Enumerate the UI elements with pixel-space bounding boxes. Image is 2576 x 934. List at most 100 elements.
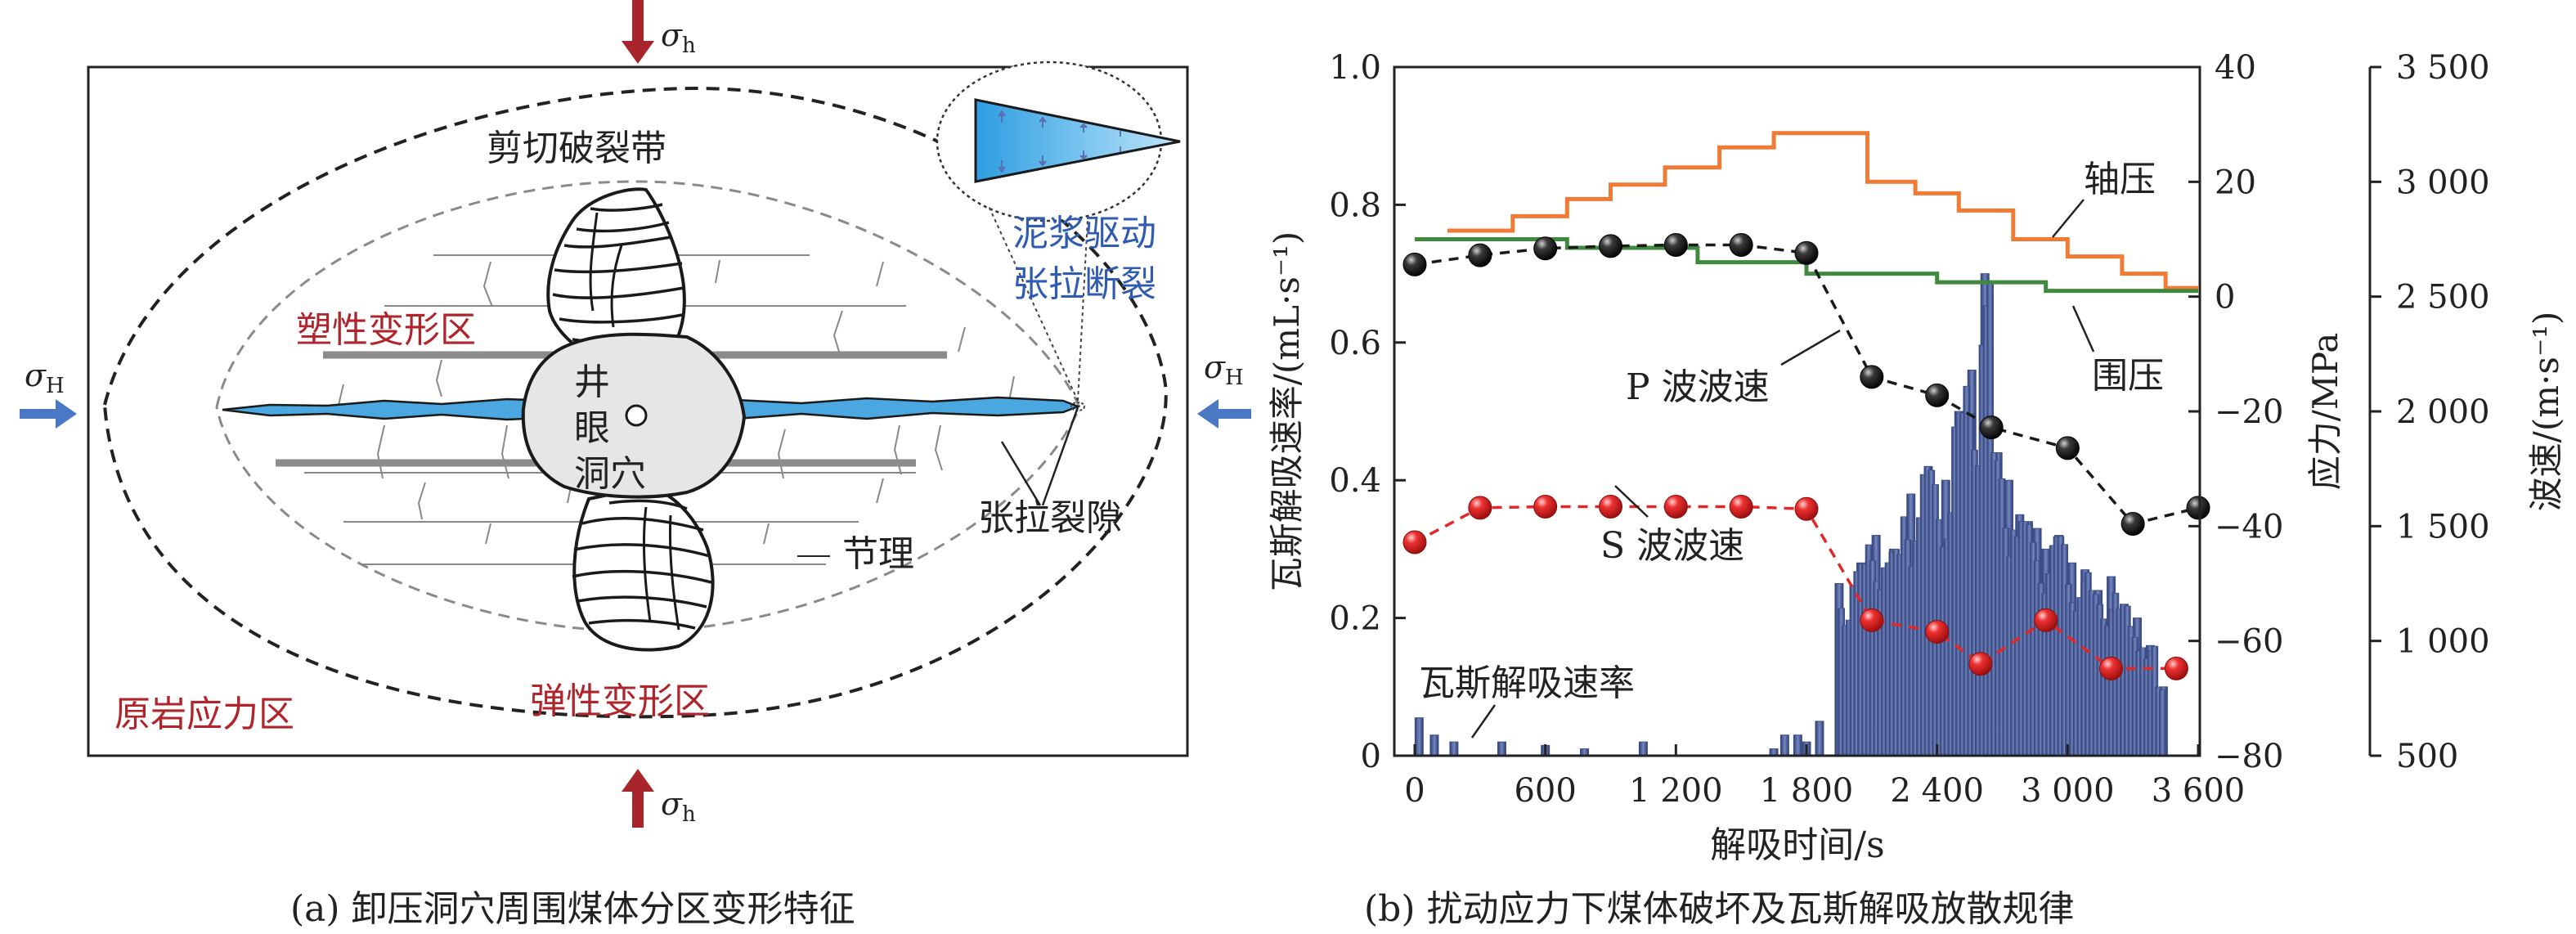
gas-bar <box>1638 741 1648 757</box>
label-original-zone: 原岩应力区 <box>114 694 294 735</box>
x-tick-label: 1 800 <box>1760 772 1854 810</box>
s-wave-point <box>1729 494 1753 519</box>
x-tick-label: 3 000 <box>2021 772 2115 810</box>
caption-panel-b: (b) 扰动应力下煤体破坏及瓦斯解吸放散规律 <box>1364 888 2075 930</box>
gas-bar <box>1779 734 1789 757</box>
p-wave-line <box>1414 243 2199 526</box>
panel-a-diagram: σh σh σH σH 剪切破裂带 塑性变形区 弹性变形区 原岩应力区 泥浆驱动… <box>20 0 1251 828</box>
y-tick-label: 1 000 <box>2396 623 2490 661</box>
y-tick-label: 2 500 <box>2396 279 2490 317</box>
s-wave-point <box>1599 494 1622 519</box>
p-wave-points <box>1402 233 2210 537</box>
gas-bar <box>1449 741 1459 757</box>
label-p-wave: P 波波速 <box>1626 366 1770 408</box>
sigma-H-arrow-right <box>1197 399 1251 429</box>
y-tick-label: −80 <box>2215 738 2283 775</box>
y-tick-label: 40 <box>2215 49 2256 87</box>
y-tick-label: 3 000 <box>2396 164 2490 201</box>
y-tick-label: 0 <box>2215 279 2235 317</box>
label-cavity-2: 眼 <box>574 407 610 449</box>
label-elastic-zone: 弹性变形区 <box>530 680 710 722</box>
gas-desorption-bars <box>1414 273 2168 757</box>
gas-bar <box>2158 689 2166 757</box>
gas-bar <box>1429 734 1439 757</box>
y-tick-label: 0.6 <box>1329 325 1381 362</box>
p-wave-point <box>1925 383 1950 407</box>
p-wave-point <box>1860 365 1884 389</box>
panel-a-frame <box>87 65 1189 757</box>
label-confining: 围压 <box>2092 355 2164 397</box>
s-wave-point <box>1794 496 1819 521</box>
label-cavity-1: 井 <box>574 361 610 403</box>
y-tick-label: 500 <box>2396 738 2458 775</box>
y-tick-label: −40 <box>2215 508 2283 546</box>
s-wave-point <box>1468 496 1492 520</box>
shear-zone-lower <box>572 484 715 652</box>
label-joint: 节理 <box>842 533 914 575</box>
p-wave-point <box>1979 415 2004 440</box>
label-sigma-H-left: σH <box>25 357 65 398</box>
velocity-axis-title: 波速/(m·s⁻¹) <box>2526 312 2566 512</box>
left-axis-title: 瓦斯解吸速率/(mL·s⁻¹) <box>1267 231 1307 592</box>
sigma-H-arrow-left <box>20 399 77 429</box>
s-wave-points <box>1402 494 2188 680</box>
borehole-center <box>625 404 648 427</box>
magnified-tip-fracture <box>974 98 1181 183</box>
y-tick-label: 0 <box>1361 738 1381 775</box>
label-mud-line2: 张拉断裂 <box>1012 263 1156 305</box>
y-tick-label: −20 <box>2215 393 2283 431</box>
p-wave-point <box>2120 512 2145 537</box>
s-wave-point <box>1860 608 1884 632</box>
gas-bar <box>1414 717 1424 757</box>
tip-force-arrows <box>998 110 1121 173</box>
label-plastic-zone: 塑性变形区 <box>296 309 476 351</box>
gas-bar <box>1815 721 1824 757</box>
y-tick-label: 1 500 <box>2396 508 2490 546</box>
label-sigma-h-bottom: σh <box>661 786 696 827</box>
p-wave-point <box>1533 236 1558 261</box>
p-wave-point <box>1468 243 1492 267</box>
s-wave-point <box>2099 656 2124 680</box>
caption-panel-a: (a) 卸压洞穴周围煤体分区变形特征 <box>290 888 855 930</box>
p-wave-point <box>1663 233 1688 258</box>
sigma-h-arrow-top <box>622 0 654 64</box>
left-axis-ticks: 0 0.2 0.4 0.6 0.8 1.0 <box>1329 49 1406 775</box>
s-wave-point <box>1663 494 1688 519</box>
stress-axis-ticks: −80 −60 −40 −20 0 20 40 <box>2188 49 2283 775</box>
s-wave-point <box>2034 608 2058 632</box>
s-wave-point <box>1533 494 1558 519</box>
y-tick-label: 2 000 <box>2396 393 2490 431</box>
p-wave-point <box>2186 496 2210 520</box>
label-sigma-H-right: σH <box>1204 349 1244 390</box>
s-wave-point <box>1925 619 1950 644</box>
p-wave-point <box>1402 252 1427 276</box>
y-tick-label: 0.2 <box>1329 600 1381 638</box>
x-tick-label: 600 <box>1514 772 1576 810</box>
label-tension-gap: 张拉裂隙 <box>978 497 1122 539</box>
label-gas: 瓦斯解吸速率 <box>1419 662 1635 704</box>
p-wave-point <box>1599 234 1622 258</box>
label-cavity-3: 洞穴 <box>574 453 646 495</box>
gas-bar <box>1793 734 1802 757</box>
x-axis-ticks: 0 600 1 200 1 800 2 400 3 000 3 600 <box>1404 744 2245 810</box>
p-wave-point <box>1729 233 1753 258</box>
p-wave-point <box>2055 436 2080 460</box>
label-s-wave: S 波波速 <box>1600 525 1744 567</box>
y-tick-label: 0.4 <box>1329 462 1381 500</box>
label-axial: 轴压 <box>2084 159 2156 200</box>
label-sigma-h-top: σh <box>661 17 696 58</box>
y-tick-label: 20 <box>2215 164 2256 201</box>
elastic-zone-boundary <box>102 86 1168 719</box>
label-mud-line1: 泥浆驱动 <box>1012 213 1156 254</box>
confining-stress-line <box>1415 237 2198 294</box>
shear-zone-upper <box>546 187 686 366</box>
s-wave-point <box>1968 652 1993 676</box>
s-wave-point <box>1402 530 1427 555</box>
s-wave-point <box>2164 656 2188 680</box>
panel-b-chart: 0 600 1 200 1 800 2 400 3 000 3 600 0 0.2 0.4 0.6… <box>1267 49 2566 866</box>
x-axis-title: 解吸时间/s <box>1710 824 1884 866</box>
gas-bar <box>1497 741 1506 757</box>
stress-axis-title: 应力/MPa <box>2305 333 2345 491</box>
x-tick-label: 1 200 <box>1629 772 1723 810</box>
